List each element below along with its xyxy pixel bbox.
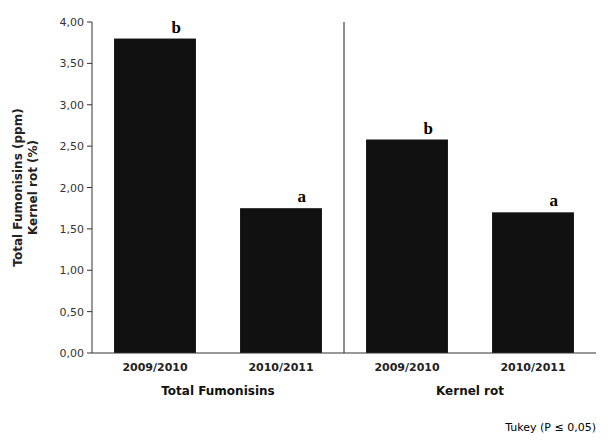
significance-letter: b — [171, 18, 180, 37]
y-tick — [87, 63, 92, 64]
y-axis-label: Total Fumonisins (ppm)Kernel rot (%) — [11, 108, 40, 266]
x-axis-line — [92, 353, 596, 354]
y-tick-label: 2,00 — [60, 182, 85, 195]
y-tick — [87, 228, 92, 229]
y-tick-label: 1,50 — [60, 223, 85, 236]
chart: 0,00 0,50 1,00 1,50 2,00 2,50 3,00 3,50 4,00 Tota… — [0, 0, 612, 441]
note: Tukey (P ≤ 0,05) — [504, 421, 596, 434]
x-tick-label: 2009/2010 — [374, 361, 440, 374]
group-label: Total Fumonisins — [161, 384, 274, 398]
significance-letter: a — [549, 191, 558, 210]
bar — [492, 212, 574, 353]
chart-container: 0,00 0,50 1,00 1,50 2,00 2,50 3,00 3,50 4,00 Tota… — [0, 0, 612, 441]
group-divider — [344, 22, 345, 353]
x-tick-label: 2010/2011 — [248, 361, 313, 374]
significance-letter: b — [423, 119, 432, 138]
y-tick-label: 0,50 — [60, 306, 85, 319]
group-label: Kernel rot — [436, 384, 504, 398]
y-tick — [87, 187, 92, 188]
y-tick — [87, 104, 92, 105]
x-tick-label: 2010/2011 — [500, 361, 565, 374]
y-tick — [87, 146, 92, 147]
bar — [240, 208, 322, 353]
y-tick-label: 1,00 — [60, 264, 85, 277]
y-tick — [87, 311, 92, 312]
y-tick-label: 4,00 — [60, 16, 85, 29]
y-axis-line — [92, 22, 93, 353]
y-tick — [87, 353, 92, 354]
y-tick-label: 2,50 — [60, 140, 85, 153]
y-tick — [87, 22, 92, 23]
bars — [114, 39, 574, 353]
y-tick-label: 3,00 — [60, 99, 85, 112]
y-tick-label: 3,50 — [60, 57, 85, 70]
bar — [366, 140, 448, 353]
x-tick-label: 2009/2010 — [122, 361, 188, 374]
significance-letter: a — [297, 187, 306, 206]
bar — [114, 39, 196, 353]
y-tick-label: 0,00 — [60, 347, 85, 360]
y-tick — [87, 270, 92, 271]
